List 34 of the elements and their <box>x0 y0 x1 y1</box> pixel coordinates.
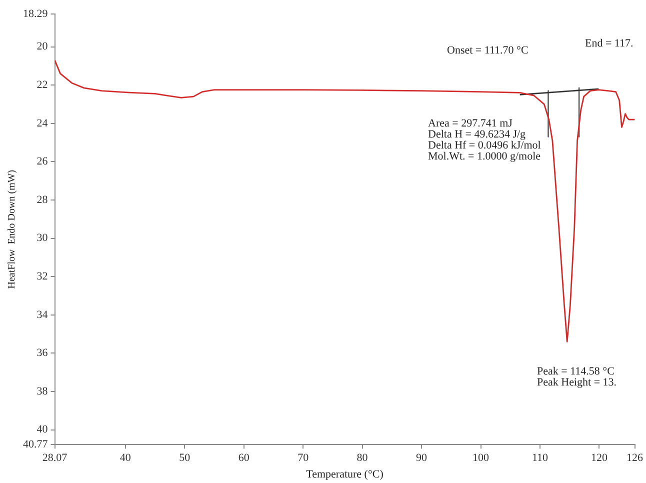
x-tick-label: 28.07 <box>42 452 68 464</box>
x-tick-label: 60 <box>238 452 250 464</box>
annotation: Peak Height = 13. <box>537 376 617 388</box>
x-axis-title: Temperature (°C) <box>306 468 384 480</box>
annotation: End = 117. <box>585 37 634 50</box>
y-tick-label: 22 <box>36 78 48 91</box>
annotation: Onset = 111.70 °C <box>447 44 528 56</box>
y-tick-label: 30 <box>36 232 48 244</box>
annotation: Delta Hf = 0.0496 kJ/mol <box>428 139 541 152</box>
x-tick-label: 40 <box>120 452 132 464</box>
annotation: Peak = 114.58 °C <box>537 365 614 378</box>
x-tick-label: 90 <box>416 452 428 464</box>
y-tick-label: 26 <box>36 156 48 168</box>
y-tick-label: 36 <box>36 347 48 360</box>
annotation: Mol.Wt. = 1.0000 g/mole <box>428 150 541 162</box>
annotation: Area = 297.741 mJ <box>428 117 514 130</box>
annotation: Delta H = 49.6234 J/g <box>428 128 526 140</box>
x-tick-label: 80 <box>356 452 368 464</box>
x-tick-label: 100 <box>472 452 490 464</box>
y-tick-label: 40.77 <box>23 438 48 450</box>
x-tick-label: 110 <box>532 452 549 464</box>
y-tick-label: 20 <box>36 40 48 53</box>
y-tick-label: 18.29 <box>23 8 48 20</box>
x-tick-label: 70 <box>298 452 310 464</box>
y-tick-label: 34 <box>36 308 48 321</box>
x-tick-label: 50 <box>179 452 191 464</box>
y-tick-label: 28 <box>36 194 48 206</box>
y-tick-label: 24 <box>36 117 48 130</box>
x-tick-label: 126 <box>626 452 644 464</box>
y-tick-label: 40 <box>36 424 48 436</box>
y-tick-label: 38 <box>36 385 48 398</box>
y-axis-title: HeatFlow Endo Down (mW) <box>6 170 18 289</box>
x-tick-label: 120 <box>590 452 608 464</box>
y-tick-label: 32 <box>36 270 48 283</box>
